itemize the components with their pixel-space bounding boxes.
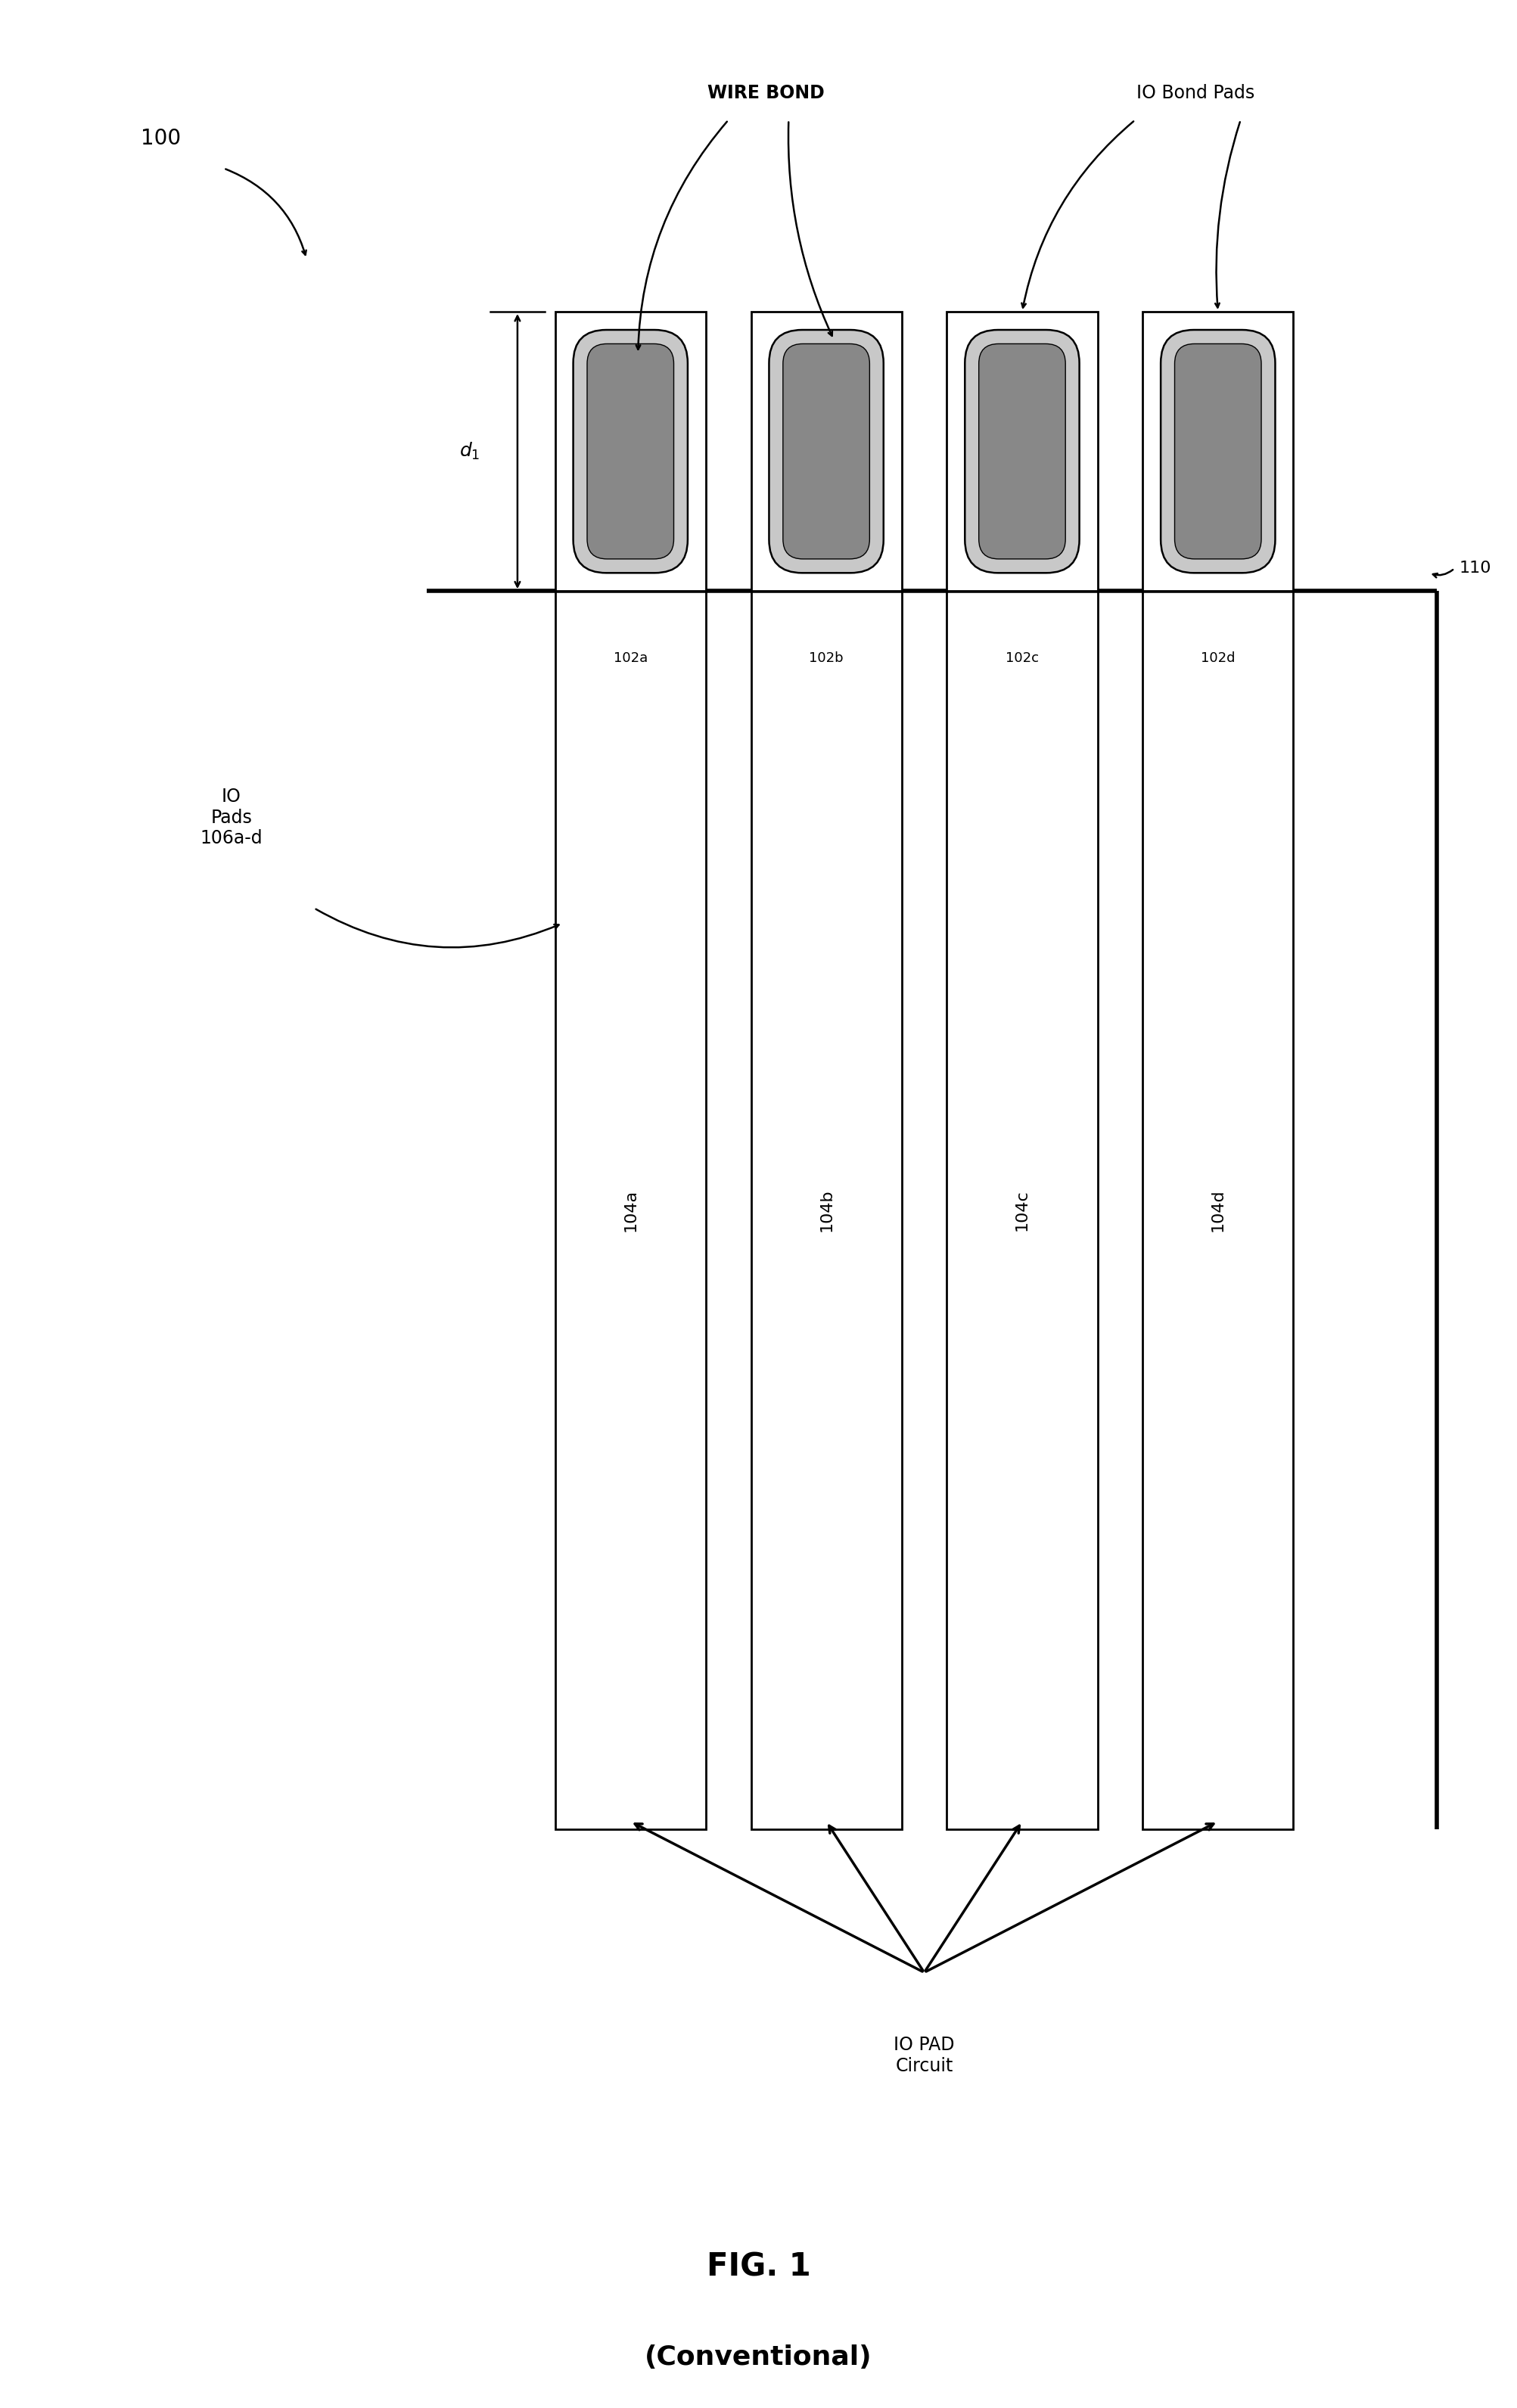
FancyBboxPatch shape <box>769 330 883 573</box>
FancyBboxPatch shape <box>587 344 674 559</box>
Text: 102c: 102c <box>1006 653 1039 665</box>
Bar <box>947 311 1097 590</box>
FancyBboxPatch shape <box>573 330 687 573</box>
Text: FIG. 1: FIG. 1 <box>707 2251 810 2283</box>
Bar <box>555 590 705 1830</box>
Text: WIRE BOND: WIRE BOND <box>707 84 825 101</box>
Text: 104c: 104c <box>1015 1190 1030 1230</box>
Text: 104a: 104a <box>623 1190 639 1230</box>
Text: 102d: 102d <box>1201 653 1235 665</box>
Text: IO
Pads
106a-d: IO Pads 106a-d <box>200 787 262 848</box>
Text: IO Bond Pads: IO Bond Pads <box>1136 84 1255 101</box>
FancyBboxPatch shape <box>1174 344 1261 559</box>
Text: 104d: 104d <box>1211 1190 1226 1230</box>
Bar <box>751 311 901 590</box>
Text: 102b: 102b <box>809 653 843 665</box>
Text: 110: 110 <box>1459 561 1491 576</box>
FancyBboxPatch shape <box>783 344 869 559</box>
Bar <box>1142 590 1294 1830</box>
Text: (Conventional): (Conventional) <box>645 2345 872 2369</box>
Bar <box>555 311 705 590</box>
Text: 100: 100 <box>141 128 181 149</box>
Text: 108a: 108a <box>636 335 671 349</box>
Text: 102a: 102a <box>613 653 648 665</box>
Text: $d_1$: $d_1$ <box>460 441 479 462</box>
Text: 108b: 108b <box>786 335 821 349</box>
Text: 104b: 104b <box>819 1190 834 1230</box>
FancyBboxPatch shape <box>965 330 1080 573</box>
Text: IO PAD
Circuit: IO PAD Circuit <box>894 2035 954 2076</box>
FancyBboxPatch shape <box>978 344 1065 559</box>
Bar <box>751 590 901 1830</box>
Bar <box>1142 311 1294 590</box>
Bar <box>947 590 1097 1830</box>
FancyBboxPatch shape <box>1161 330 1276 573</box>
